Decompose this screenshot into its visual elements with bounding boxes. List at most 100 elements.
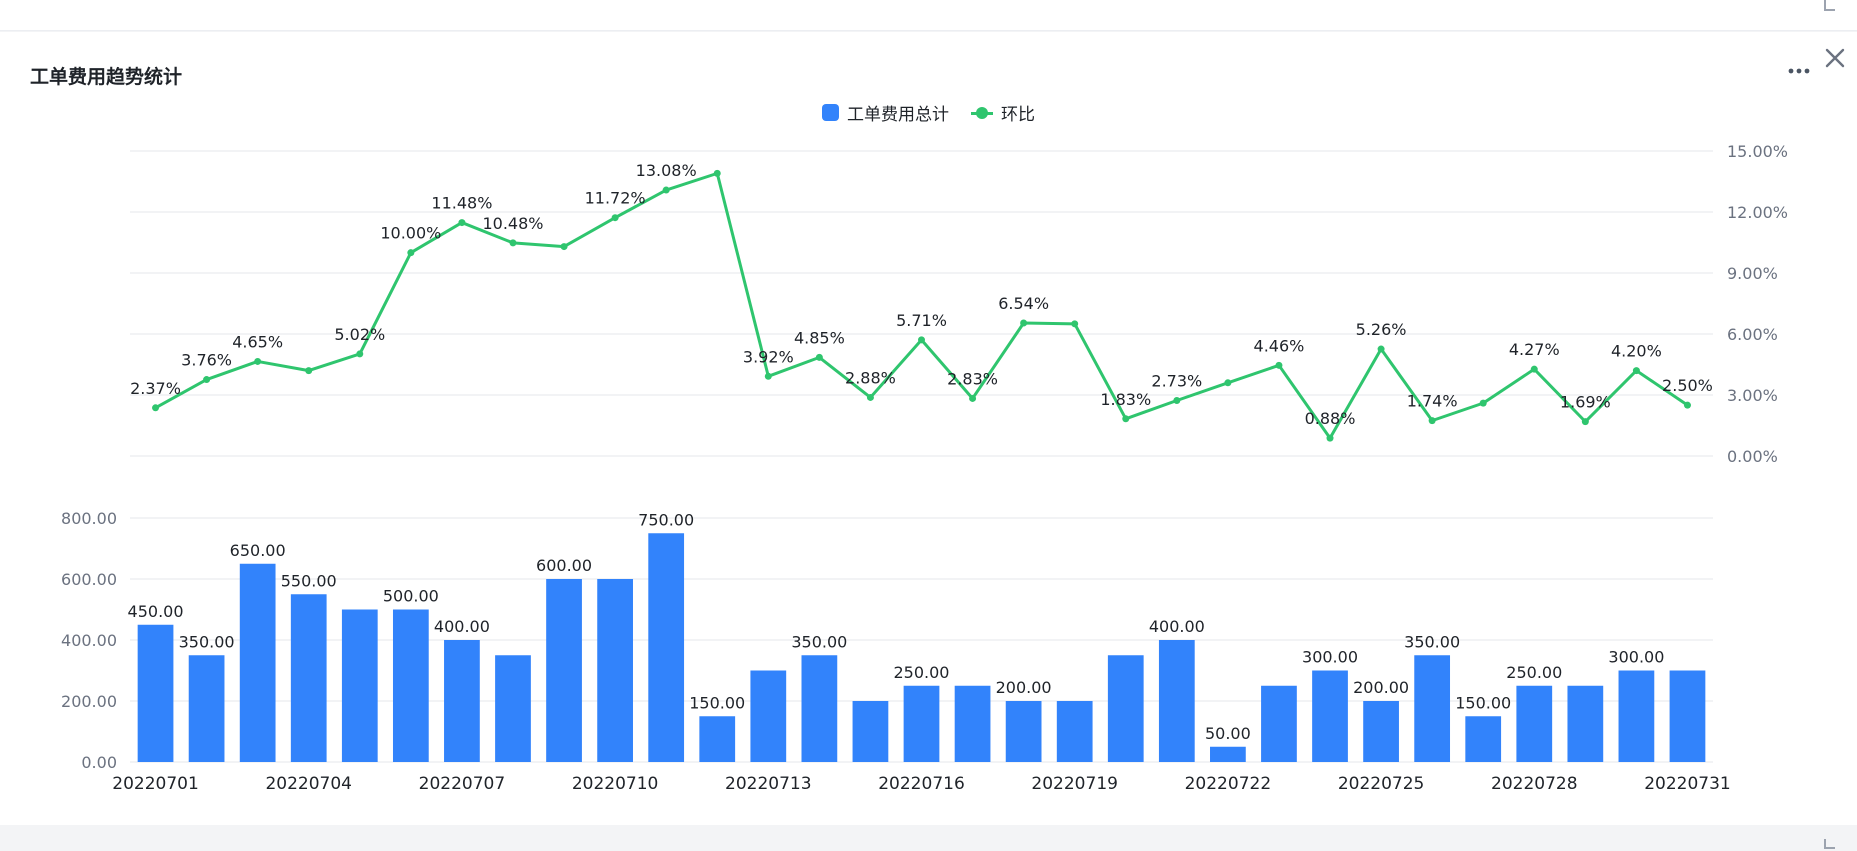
line-data-label: 3.92% — [743, 347, 794, 366]
line-data-label: 5.26% — [1356, 320, 1407, 339]
line-point — [918, 336, 925, 344]
bar — [341, 609, 378, 762]
bar-data-label: 150.00 — [1455, 693, 1511, 712]
bar — [1005, 701, 1042, 762]
card-title: 工单费用趋势统计 — [30, 66, 183, 88]
bar-data-label: 450.00 — [128, 602, 184, 621]
top-strip — [0, 0, 1857, 31]
bar — [546, 579, 582, 762]
line-point — [1683, 401, 1691, 409]
line-axis-tick-label: 3.00% — [1727, 386, 1778, 405]
line-data-label: 2.73% — [1151, 371, 1202, 390]
bar — [699, 716, 736, 762]
bar — [1567, 685, 1604, 762]
bar-data-label: 150.00 — [689, 693, 745, 712]
x-axis-tick-label: 20220719 — [1031, 774, 1118, 794]
line-point — [356, 350, 364, 358]
x-axis-tick-label: 20220713 — [725, 774, 812, 794]
legend-item-bar[interactable]: 工单费用总计 — [822, 100, 949, 125]
bar-data-label: 300.00 — [1302, 648, 1358, 667]
line-point — [1275, 361, 1283, 369]
line-data-label: 2.83% — [947, 369, 998, 388]
line-data-label: 4.20% — [1611, 342, 1662, 361]
x-axis-tick-label: 20220725 — [1338, 774, 1425, 794]
bar — [954, 685, 991, 762]
bar-data-label: 200.00 — [1353, 678, 1409, 697]
bar — [1158, 640, 1195, 762]
line-data-label: 10.48% — [482, 214, 543, 233]
bar-data-label: 300.00 — [1608, 648, 1664, 667]
expand-corner-icon[interactable] — [1822, 0, 1840, 16]
bar — [1056, 701, 1093, 762]
more-horizontal-icon[interactable] — [1786, 62, 1812, 80]
line-data-label: 6.54% — [998, 294, 1049, 313]
line-data-label: 13.08% — [636, 161, 697, 180]
x-axis-tick-label: 20220731 — [1644, 774, 1731, 794]
line-point — [152, 404, 160, 412]
bar — [1618, 670, 1655, 762]
bar-data-label: 750.00 — [638, 510, 694, 529]
legend-item-line[interactable]: 环比 — [971, 100, 1035, 125]
line-point — [305, 367, 313, 375]
bar — [801, 655, 838, 762]
line-point — [1377, 345, 1385, 353]
bar — [648, 533, 685, 762]
bar-data-label: 250.00 — [1506, 663, 1562, 682]
line-point — [764, 372, 772, 380]
bar — [1261, 685, 1297, 762]
x-axis-tick-label: 20220710 — [572, 774, 659, 794]
line-data-label: 3.76% — [181, 351, 232, 370]
bar-data-label: 350.00 — [791, 632, 847, 651]
line-point — [458, 219, 466, 227]
close-icon[interactable] — [1824, 47, 1846, 69]
bar — [188, 655, 225, 762]
line-data-label: 1.74% — [1407, 392, 1458, 411]
x-axis-tick-label: 20220722 — [1185, 774, 1272, 794]
bar — [1414, 655, 1451, 762]
line-point — [1632, 367, 1640, 375]
legend-label-line: 环比 — [1001, 105, 1035, 125]
bar — [597, 579, 633, 762]
bar — [903, 685, 940, 762]
line-point — [1173, 396, 1181, 404]
line-point — [1326, 434, 1334, 442]
line-point — [1581, 418, 1589, 426]
line-data-label: 0.88% — [1305, 409, 1356, 428]
bar-data-label: 400.00 — [1149, 617, 1205, 636]
bar — [1312, 670, 1348, 762]
line-series-path — [154, 171, 1689, 440]
bar — [1210, 746, 1246, 762]
line-point — [1479, 399, 1487, 407]
expand-corner-icon[interactable] — [1822, 833, 1840, 851]
bar — [1107, 655, 1144, 762]
bar — [852, 701, 889, 762]
line-point — [407, 249, 415, 257]
line-data-label: 4.27% — [1509, 340, 1560, 359]
line-data-label: 4.85% — [794, 328, 845, 347]
line-data-label: 5.02% — [334, 325, 385, 344]
bar — [750, 670, 787, 762]
bar-data-label: 650.00 — [230, 541, 286, 560]
line-data-label: 2.50% — [1662, 376, 1713, 395]
bar — [495, 655, 531, 762]
bar-data-label: 600.00 — [536, 556, 592, 575]
line-point — [509, 239, 517, 247]
bar — [1363, 701, 1399, 762]
line-axis-tick-label: 15.00% — [1727, 142, 1788, 161]
line-data-label: 11.72% — [585, 189, 646, 208]
line-data-label: 2.37% — [130, 379, 181, 398]
legend-swatch-line — [971, 105, 993, 121]
bar — [137, 624, 174, 762]
bar-axis-tick-label: 200.00 — [61, 692, 117, 711]
bar-data-label: 500.00 — [383, 587, 439, 606]
bar-axis-tick-label: 800.00 — [61, 509, 117, 528]
bar-data-label: 50.00 — [1205, 724, 1251, 743]
line-data-label: 4.65% — [232, 332, 283, 351]
line-axis-tick-label: 9.00% — [1727, 264, 1778, 283]
bar — [444, 640, 480, 762]
bar — [1669, 670, 1706, 762]
bar-data-label: 550.00 — [281, 571, 337, 590]
line-point — [1071, 320, 1079, 328]
line-point — [611, 214, 619, 222]
line-data-label: 10.00% — [380, 224, 441, 243]
